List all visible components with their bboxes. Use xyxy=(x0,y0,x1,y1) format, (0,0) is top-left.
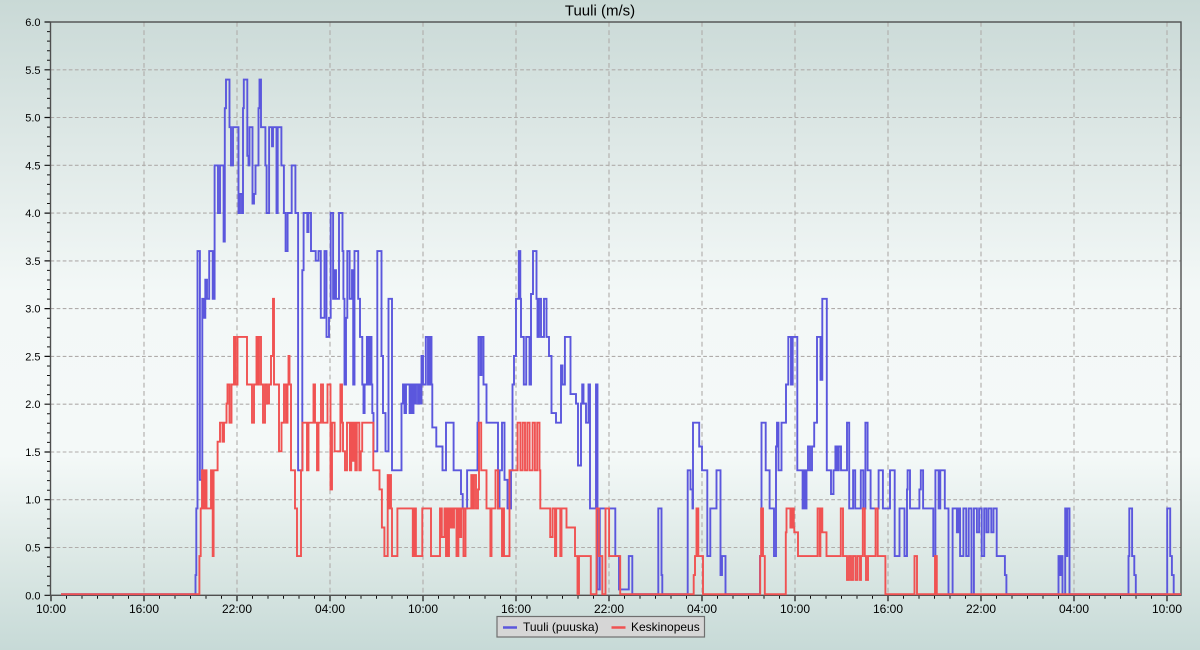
svg-text:10:00: 10:00 xyxy=(1152,602,1182,616)
svg-text:04:00: 04:00 xyxy=(687,602,717,616)
svg-text:04:00: 04:00 xyxy=(1059,602,1089,616)
svg-text:22:00: 22:00 xyxy=(222,602,252,616)
svg-text:3.5: 3.5 xyxy=(25,256,40,268)
svg-text:16:00: 16:00 xyxy=(129,602,159,616)
svg-text:0.0: 0.0 xyxy=(25,590,40,602)
svg-text:3.0: 3.0 xyxy=(25,304,40,316)
svg-text:0.5: 0.5 xyxy=(25,543,40,555)
svg-text:4.5: 4.5 xyxy=(25,160,40,172)
svg-text:22:00: 22:00 xyxy=(594,602,624,616)
svg-text:16:00: 16:00 xyxy=(873,602,903,616)
svg-text:16:00: 16:00 xyxy=(501,602,531,616)
svg-text:22:00: 22:00 xyxy=(966,602,996,616)
svg-text:10:00: 10:00 xyxy=(408,602,438,616)
svg-text:04:00: 04:00 xyxy=(315,602,345,616)
svg-text:10:00: 10:00 xyxy=(36,602,66,616)
svg-text:Keskinopeus: Keskinopeus xyxy=(631,620,700,634)
svg-text:2.5: 2.5 xyxy=(25,351,40,363)
svg-text:1.5: 1.5 xyxy=(25,447,40,459)
svg-text:2.0: 2.0 xyxy=(25,399,40,411)
svg-text:5.5: 5.5 xyxy=(25,65,40,77)
svg-text:Tuuli (puuska): Tuuli (puuska) xyxy=(523,620,599,634)
svg-text:10:00: 10:00 xyxy=(780,602,810,616)
svg-text:Tuuli (m/s): Tuuli (m/s) xyxy=(565,3,635,20)
svg-text:5.0: 5.0 xyxy=(25,113,40,125)
svg-text:6.0: 6.0 xyxy=(25,17,40,29)
svg-text:4.0: 4.0 xyxy=(25,208,40,220)
svg-text:1.0: 1.0 xyxy=(25,495,40,507)
